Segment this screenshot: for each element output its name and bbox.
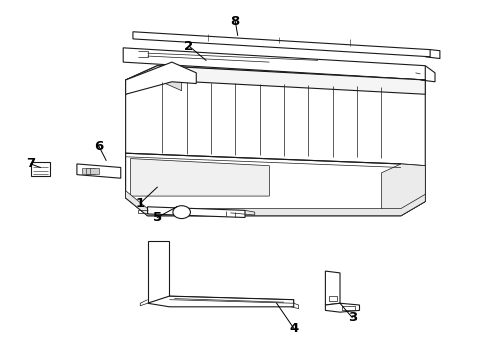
Text: 4: 4 [289, 322, 298, 335]
Polygon shape [147, 241, 170, 303]
FancyBboxPatch shape [86, 168, 95, 174]
Polygon shape [147, 207, 245, 217]
Polygon shape [125, 80, 182, 94]
Polygon shape [381, 164, 425, 216]
Polygon shape [125, 153, 425, 216]
Text: 5: 5 [153, 211, 162, 224]
Polygon shape [325, 271, 340, 305]
Polygon shape [130, 158, 270, 196]
Polygon shape [125, 62, 196, 94]
Text: 1: 1 [136, 197, 145, 210]
Polygon shape [123, 48, 425, 80]
Polygon shape [125, 191, 425, 216]
FancyBboxPatch shape [82, 168, 91, 174]
Circle shape [173, 206, 191, 219]
Text: 3: 3 [347, 311, 357, 324]
Text: 8: 8 [231, 14, 240, 27]
Polygon shape [147, 296, 294, 307]
Polygon shape [77, 164, 121, 178]
Polygon shape [133, 32, 430, 57]
Text: 6: 6 [94, 140, 103, 153]
Polygon shape [30, 162, 50, 176]
Text: 2: 2 [184, 40, 194, 53]
Text: 7: 7 [26, 157, 35, 170]
Polygon shape [325, 303, 360, 312]
FancyBboxPatch shape [90, 168, 98, 174]
Polygon shape [125, 66, 425, 94]
Polygon shape [125, 66, 425, 216]
